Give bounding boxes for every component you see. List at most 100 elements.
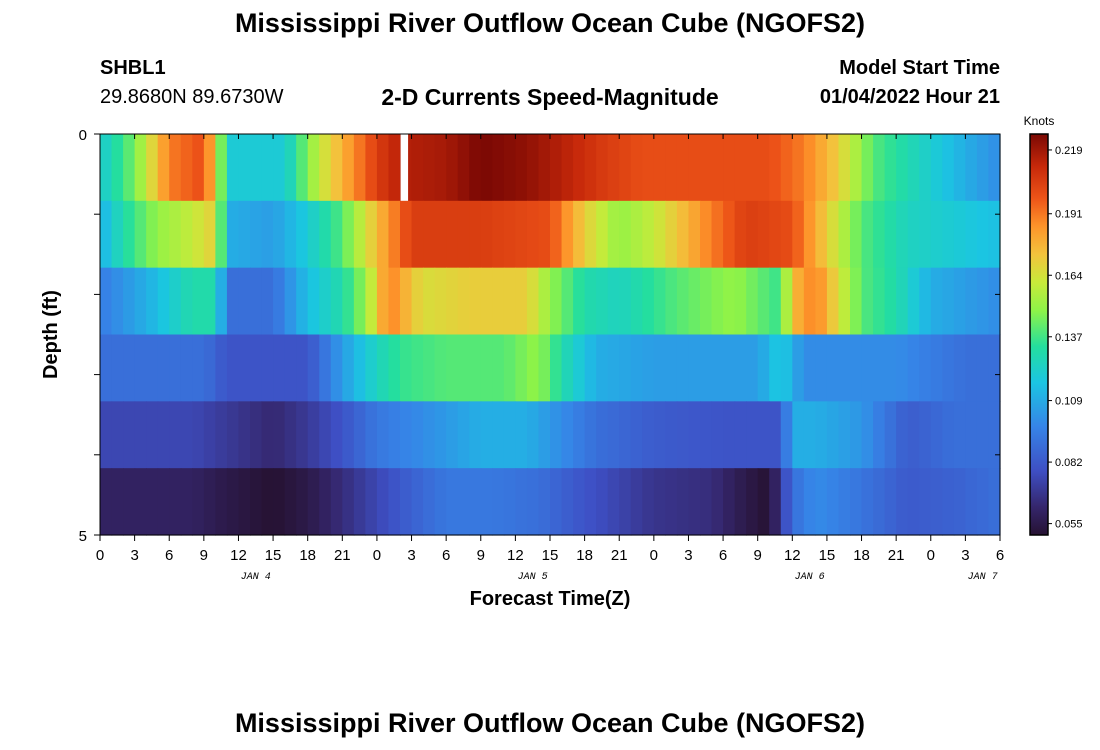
heatmap-cell	[423, 267, 436, 336]
x-tick-label: 9	[754, 547, 762, 564]
heatmap-cell	[734, 200, 747, 269]
station-id: SHBL1	[100, 57, 166, 79]
heatmap-cell	[953, 134, 966, 202]
heatmap-cell	[757, 401, 770, 469]
heatmap-cell	[400, 401, 413, 469]
colorbar-tick-label: 0.219	[1055, 145, 1083, 157]
heatmap-cell	[642, 334, 655, 402]
heatmap-cell	[607, 468, 620, 536]
heatmap-cell	[769, 267, 782, 336]
heatmap-cell	[907, 334, 920, 402]
heatmap-cell	[676, 200, 690, 269]
heatmap-cell	[757, 334, 770, 402]
heatmap-cell	[226, 200, 240, 269]
heatmap-cell	[688, 468, 701, 536]
heatmap-cell	[561, 200, 574, 269]
heatmap-cell	[688, 401, 701, 469]
heatmap-cell	[284, 468, 297, 536]
heatmap-cell	[942, 334, 955, 402]
heatmap-cell	[342, 334, 355, 402]
model-start-value: 01/04/2022 Hour 21	[819, 86, 1000, 108]
heatmap-cell	[757, 200, 770, 269]
heatmap-cell	[573, 267, 586, 336]
heatmap-cell	[757, 267, 770, 336]
heatmap-cell	[850, 200, 863, 269]
heatmap-cell	[653, 134, 666, 202]
heatmap-cell	[538, 334, 551, 402]
heatmap-cell	[965, 401, 978, 469]
heatmap-cell	[723, 334, 736, 402]
heatmap-cell	[907, 468, 920, 536]
missing-data-cell	[400, 134, 409, 201]
heatmap-cell	[434, 267, 447, 336]
heatmap-cell	[653, 401, 666, 469]
heatmap-cell	[723, 200, 736, 269]
heatmap-cell	[665, 401, 678, 469]
heatmap-cell	[526, 200, 540, 269]
heatmap-cell	[376, 267, 390, 336]
heatmap-cell	[780, 401, 793, 469]
heatmap-cell	[988, 401, 1001, 469]
heatmap-cell	[411, 468, 424, 536]
heatmap-cell	[192, 134, 205, 202]
heatmap-cell	[446, 401, 459, 469]
heatmap-cell	[503, 468, 516, 536]
heatmap-cell	[734, 401, 747, 469]
heatmap-cell	[111, 334, 124, 402]
heatmap-cell	[273, 334, 286, 402]
heatmap-cell	[561, 334, 574, 402]
x-tick-label: 6	[442, 547, 450, 564]
heatmap-cell	[296, 267, 309, 336]
heatmap-cell	[746, 468, 759, 536]
heatmap-cell	[884, 334, 897, 402]
heatmap-cell	[630, 200, 643, 269]
heatmap-cell	[434, 134, 447, 202]
x-tick-label: 0	[373, 547, 381, 564]
heatmap-cell	[688, 134, 701, 202]
heatmap-cell	[215, 134, 228, 202]
heatmap-cell	[503, 200, 516, 269]
heatmap-cell	[838, 134, 851, 202]
heatmap-cell	[307, 200, 320, 269]
heatmap-cell	[700, 468, 713, 536]
heatmap-cell	[815, 134, 828, 202]
heatmap-cell	[642, 200, 655, 269]
heatmap-cell	[446, 468, 459, 536]
heatmap-cell	[930, 200, 943, 269]
heatmap-cell	[688, 267, 701, 336]
heatmap-cell	[930, 134, 943, 202]
heatmap-cell	[653, 334, 666, 402]
heatmap-cell	[653, 267, 666, 336]
heatmap-cell	[307, 401, 320, 469]
heatmap-cell	[734, 134, 747, 202]
heatmap-cell	[446, 267, 459, 336]
heatmap-cell	[469, 267, 482, 336]
heatmap-cell	[342, 401, 355, 469]
heatmap-cell	[157, 134, 170, 202]
heatmap-cell	[792, 134, 805, 202]
heatmap-cell	[953, 200, 966, 269]
heatmap-cell	[261, 401, 274, 469]
heatmap-cell	[157, 401, 170, 469]
heatmap-cell	[203, 267, 216, 336]
heatmap-cell	[838, 267, 851, 336]
heatmap-cell	[861, 334, 874, 402]
heatmap-cell	[850, 334, 863, 402]
heatmap-cell	[538, 468, 551, 536]
heatmap-cell	[180, 267, 193, 336]
heatmap-cell	[850, 267, 863, 336]
heatmap-cell	[503, 134, 516, 202]
heatmap-cell	[446, 334, 459, 402]
heatmap-cell	[584, 468, 597, 536]
date-label: JAN 6	[795, 572, 825, 583]
heatmap-cell	[134, 401, 147, 469]
heatmap-cell	[930, 401, 943, 469]
heatmap-cell	[942, 401, 955, 469]
heatmap-cell	[988, 267, 1001, 336]
x-tick-label: 3	[130, 547, 138, 564]
heatmap-cell	[896, 200, 909, 269]
x-tick-label: 15	[265, 547, 282, 564]
heatmap-cell	[930, 334, 943, 402]
heatmap-cell	[884, 401, 897, 469]
heatmap-cell	[100, 468, 113, 536]
